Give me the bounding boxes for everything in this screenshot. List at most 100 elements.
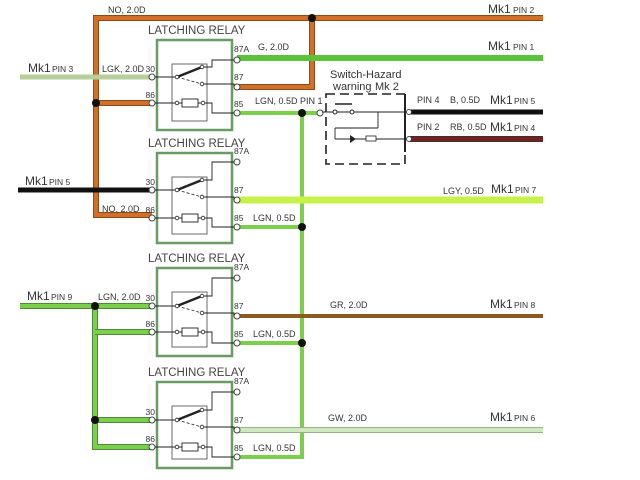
junction-dot (298, 109, 306, 117)
switch-mk2: Mk 2 (375, 81, 399, 93)
svg-text:PIN 6: PIN 6 (514, 413, 536, 423)
wire-label: NO, 2.0D (108, 5, 146, 15)
terminal-label: 30 (146, 407, 156, 417)
switch-contact (176, 178, 203, 192)
svg-text:Mk1: Mk1 (490, 120, 513, 134)
junction-dot (298, 223, 306, 231)
wire-label: LGN, 0.5D (253, 443, 296, 453)
svg-text:PIN 1: PIN 1 (513, 42, 535, 52)
junction-dot (91, 302, 99, 310)
terminal-label: 87A (234, 146, 249, 156)
relay-box (155, 151, 234, 245)
contact-icon (174, 417, 180, 423)
wire-labels: NO, 2.0D G, 2.0D LGK, 2.0D LGN, 0.5D PIN… (98, 5, 487, 453)
contact-icon (174, 100, 180, 106)
latching-relay-4: LATCHING RELAY 30 86 87A 87 85 (146, 367, 249, 470)
svg-text:PIN 3: PIN 3 (52, 64, 74, 74)
relay-inner-frame (171, 63, 208, 122)
relay-inner-frame (171, 176, 208, 235)
terminal-icon (148, 328, 156, 336)
contact-icon (174, 215, 180, 221)
contact-icon (199, 177, 205, 183)
latching-relay-1: LATCHING RELAY 30 86 87A 87 85 (146, 25, 249, 132)
wire-label: LGY, 0.5D (443, 186, 484, 196)
terminal-label: 30 (146, 177, 156, 187)
terminal-icon (233, 388, 241, 396)
switch-contact (176, 65, 203, 79)
terminal-label: 86 (146, 434, 156, 444)
relay-inner-frame (171, 291, 208, 348)
internal-line (202, 426, 235, 430)
svg-text:Mk1: Mk1 (491, 182, 514, 196)
svg-text:PIN 4: PIN 4 (514, 123, 536, 133)
internal-line (202, 277, 234, 297)
contact-icon (199, 64, 205, 70)
contact-icon (200, 444, 206, 450)
contact-icon (174, 74, 180, 80)
relay-box (155, 38, 234, 132)
terminal-icon (233, 453, 241, 461)
junction-dot (308, 14, 316, 22)
contact-icon (200, 329, 206, 335)
relay-title: LATCHING RELAY (148, 138, 246, 150)
wire-lgn-supply-outline (92, 306, 152, 450)
junctions (91, 14, 412, 424)
wire-lgn-supply (93, 306, 152, 449)
wire-label: PIN 1 (300, 96, 323, 106)
diode-icon (350, 135, 356, 143)
terminal-icon (148, 73, 156, 81)
internal-line (202, 59, 234, 68)
terminal-icon (233, 426, 241, 434)
relay-title: LATCHING RELAY (148, 253, 246, 265)
terminal-icon (233, 312, 241, 320)
terminal-icon (148, 214, 156, 222)
terminal-label: 86 (146, 90, 156, 100)
connector-mk1-pin9: Mk1 PIN 9 (27, 289, 73, 303)
wire-lgn-bus (237, 113, 304, 459)
junction-dot (91, 416, 99, 424)
relay-title: LATCHING RELAY (148, 367, 246, 379)
wire-label: RB, 0.5D (450, 122, 487, 132)
terminal-icon (148, 186, 156, 194)
relay-box (155, 380, 234, 470)
contact-icon (174, 444, 180, 450)
terminal-label: 85 (234, 443, 244, 453)
coil-icon (181, 442, 199, 452)
terminal-icon (148, 416, 156, 424)
latching-relay-2: LATCHING RELAY 30 86 87A 87 85 (146, 138, 249, 245)
terminal-label: 87 (234, 301, 244, 311)
relay-title: LATCHING RELAY (148, 25, 246, 37)
internal-line (202, 161, 234, 181)
switch-contact-alt (176, 76, 203, 85)
svg-text:Mk1: Mk1 (490, 410, 513, 424)
terminal-label: 30 (146, 64, 156, 74)
wire-label: LGN, 0.5D (253, 213, 296, 223)
contact-icon (199, 407, 205, 413)
pin2-terminal-icon (406, 136, 412, 142)
connector-mk1-pin6: Mk1 PIN 6 (490, 410, 536, 424)
contact-icon (174, 329, 180, 335)
switch-contact-alt (176, 419, 203, 428)
svg-text:Mk1: Mk1 (488, 39, 511, 53)
contact-icon (199, 293, 205, 299)
connector-mk1-pin5-left: Mk1 PIN 5 (25, 174, 71, 188)
switch-contact-alt (176, 305, 203, 314)
switch-contact (176, 408, 203, 422)
contact-icon (200, 100, 206, 106)
internal-line (202, 312, 235, 316)
wire-no-87-orange (237, 18, 314, 89)
junction-dot (92, 99, 100, 107)
svg-text:PIN 2: PIN 2 (513, 5, 535, 15)
wire-label: LGN, 0.5D (253, 329, 296, 339)
coil-icon (181, 327, 199, 337)
terminal-label: 87 (234, 415, 244, 425)
latching-relay-3: LATCHING RELAY 30 86 87A 87 85 (146, 253, 249, 358)
switch-contact-alt (176, 189, 203, 198)
terminal-label: 87A (234, 44, 249, 54)
wire-label: PIN 2 (417, 122, 440, 132)
contact-icon (199, 424, 205, 430)
terminal-icon (148, 302, 156, 310)
wire-label: NO, 2.0D (102, 204, 140, 214)
pin4-terminal-icon (406, 109, 412, 115)
